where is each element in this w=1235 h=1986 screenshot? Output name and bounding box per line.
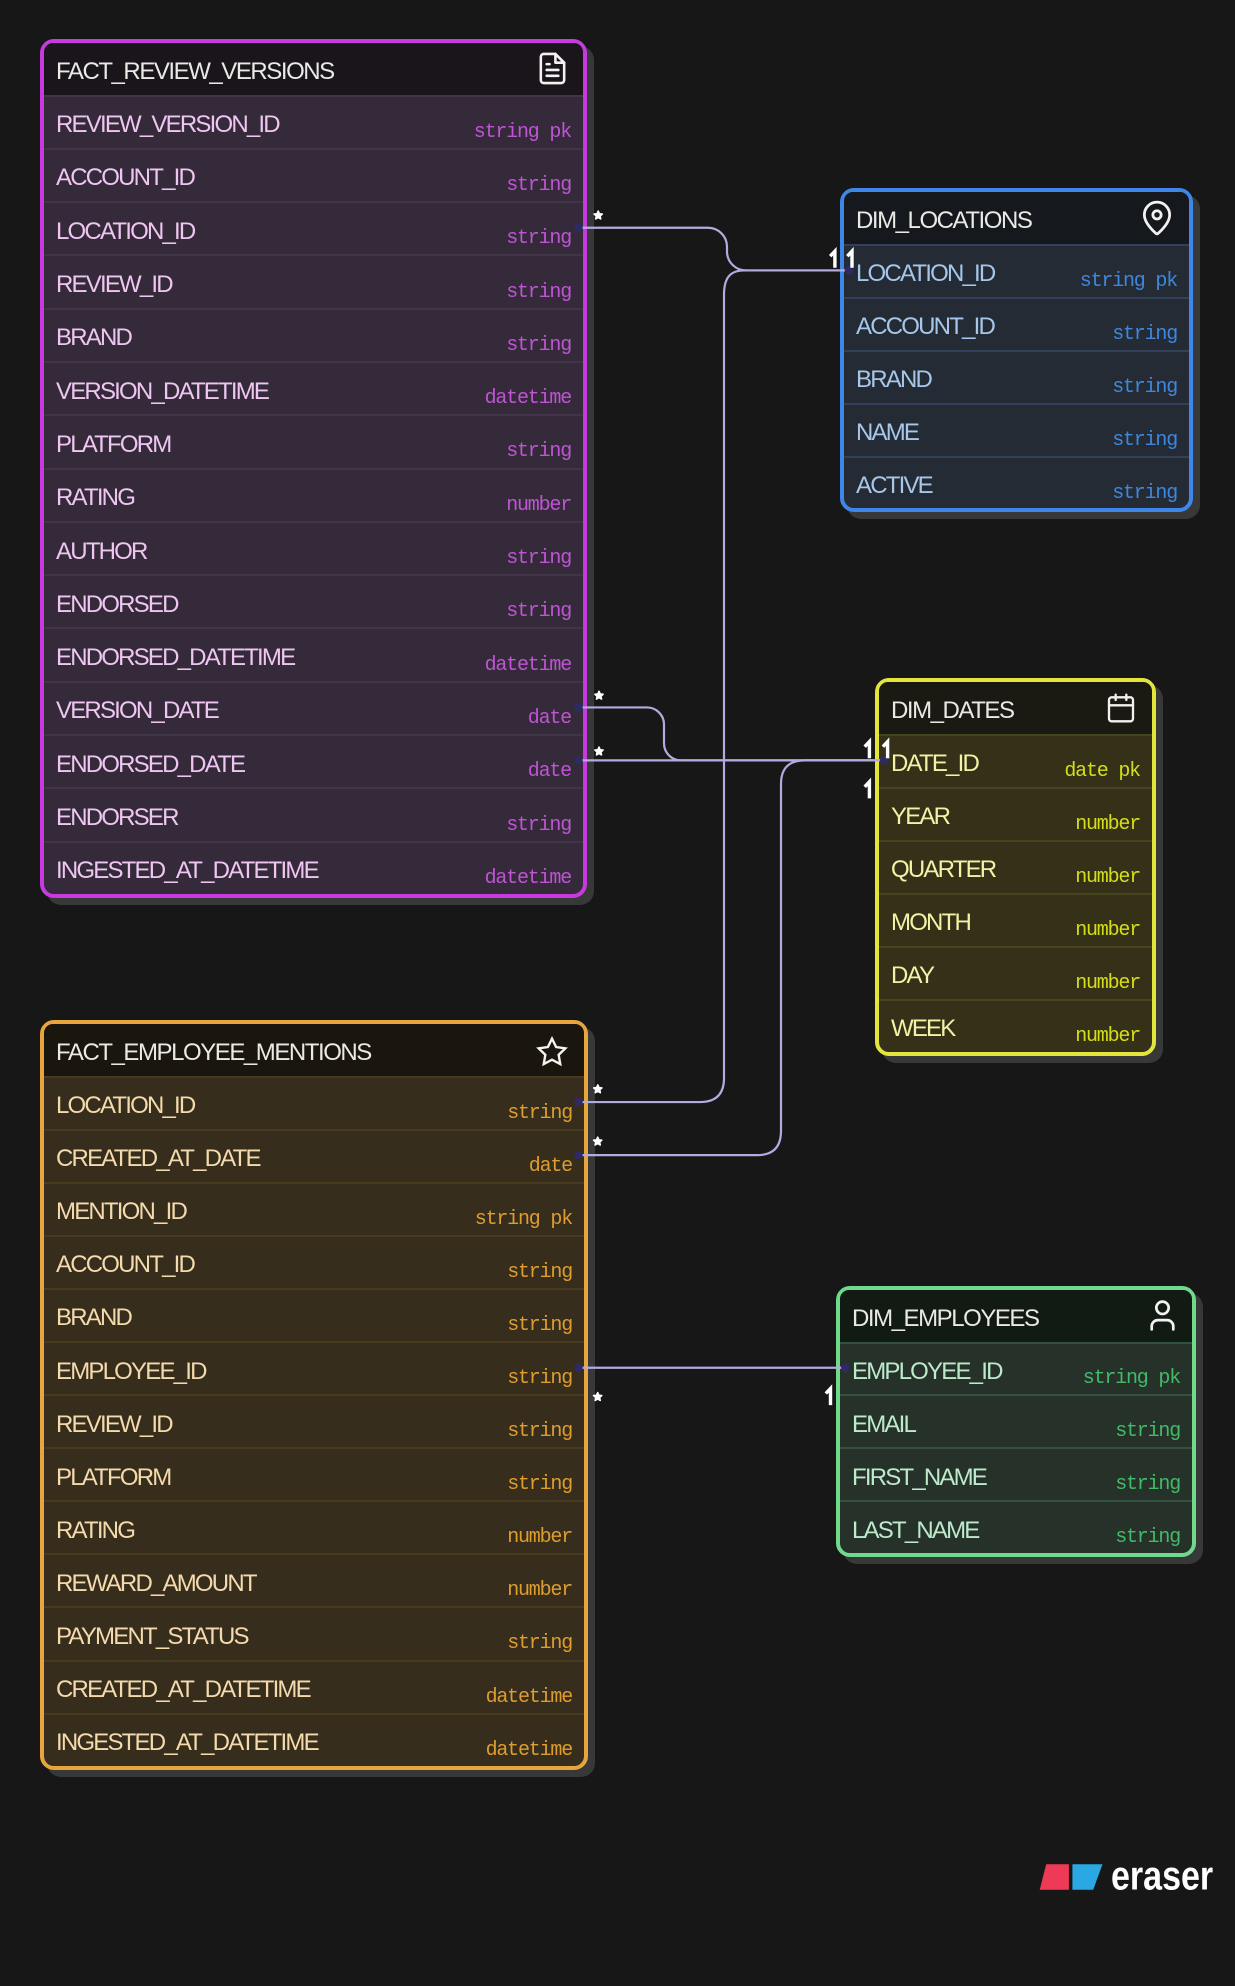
svg-text:eraser: eraser bbox=[1111, 1853, 1213, 1899]
